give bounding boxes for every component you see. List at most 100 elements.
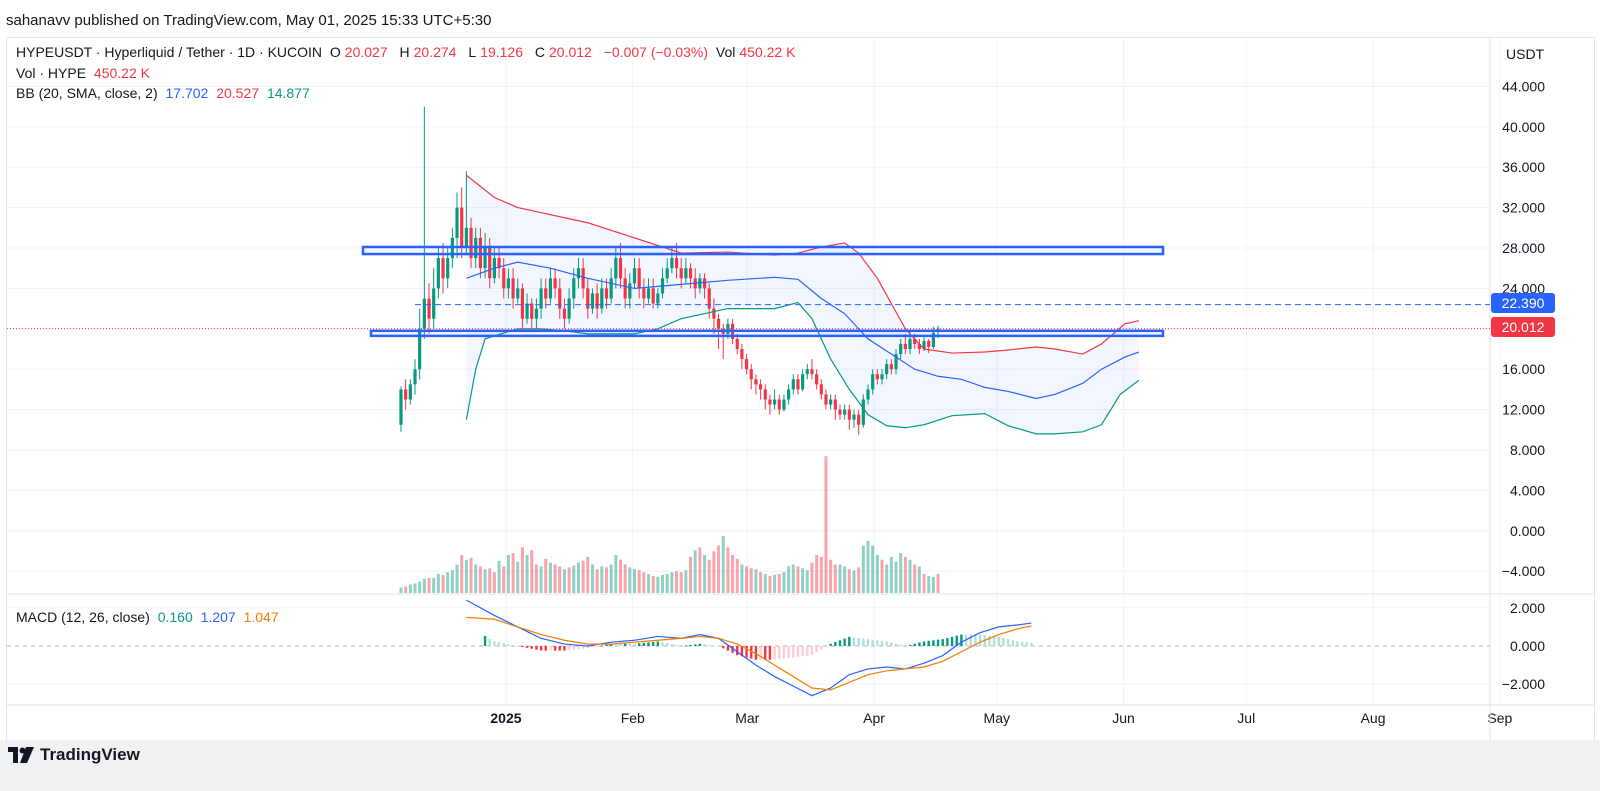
- volume-bar: [875, 555, 879, 593]
- volume-bar: [525, 555, 529, 593]
- candle-body: [712, 308, 716, 319]
- candle-body: [903, 343, 907, 349]
- candle-body: [609, 278, 613, 299]
- tradingview-logo[interactable]: TradingView: [8, 745, 140, 765]
- volume-bar: [534, 564, 538, 593]
- volume-bar: [871, 545, 875, 593]
- candle-body: [716, 318, 721, 329]
- volume-bar: [908, 559, 912, 593]
- candle-body: [646, 288, 651, 299]
- currency-label[interactable]: USDT: [1506, 46, 1545, 62]
- volume-indicator-label[interactable]: Vol · HYPE: [16, 65, 87, 81]
- volume-bar: [852, 570, 856, 593]
- volume-bar: [824, 456, 828, 593]
- time-axis-label: Mar: [735, 710, 759, 726]
- volume-bar: [432, 577, 436, 593]
- macd-histogram-bar: [717, 646, 720, 647]
- macd-histogram-bar: [740, 646, 744, 657]
- macd-histogram-bar: [810, 646, 814, 656]
- candle-body: [623, 278, 627, 299]
- volume-bar: [558, 566, 562, 593]
- open-value: 20.027: [344, 44, 388, 60]
- macd-histogram-bar: [876, 640, 879, 646]
- bb-lower-line: [465, 301, 1140, 435]
- macd-histogram-bar: [969, 634, 972, 646]
- volume-legend: Vol · HYPE 450.22 K: [16, 65, 154, 81]
- candle-body: [838, 409, 842, 415]
- macd-histogram-bar: [595, 646, 599, 647]
- price-axis-label: 24.000: [1502, 280, 1545, 296]
- macd-histogram-bar: [619, 643, 622, 646]
- macd-histogram-bar: [932, 640, 935, 646]
- macd-histogram-bar: [586, 646, 589, 649]
- macd-histogram-bar: [1006, 639, 1010, 646]
- volume-bar: [590, 564, 594, 593]
- bb-indicator-label[interactable]: BB (20, SMA, close, 2): [16, 85, 158, 101]
- candle-body: [913, 338, 917, 344]
- volume-bar: [483, 569, 487, 593]
- candle-body: [740, 349, 744, 360]
- vol-value: 450.22 K: [739, 44, 796, 60]
- volume-bar: [815, 555, 819, 593]
- volume-bar: [469, 557, 473, 593]
- dashed-level-tag: 22.390: [1491, 293, 1555, 313]
- macd-histogram-bar: [689, 644, 692, 646]
- candle-body: [833, 399, 837, 410]
- macd-histogram-bar: [899, 644, 902, 646]
- volume-bar: [880, 559, 884, 593]
- candle-body: [488, 248, 492, 279]
- macd-histogram-bar: [567, 646, 571, 651]
- candle-body: [460, 207, 464, 248]
- candle-body: [927, 340, 931, 347]
- macd-histogram-bar: [637, 643, 641, 646]
- volume-bar: [787, 566, 791, 593]
- volume-bar: [488, 568, 492, 593]
- candle-body: [590, 293, 595, 309]
- volume-bar: [805, 570, 809, 593]
- macd-histogram-bar: [680, 646, 683, 647]
- brand-name: TradingView: [40, 745, 140, 764]
- macd-histogram-bar: [684, 645, 688, 647]
- candle-body: [408, 384, 412, 400]
- candle-body: [787, 389, 791, 400]
- candle-body: [815, 374, 819, 385]
- macd-histogram-bar: [544, 646, 547, 651]
- candle-body: [544, 288, 548, 299]
- macd-histogram-bar: [600, 645, 604, 647]
- volume-bar: [731, 555, 735, 593]
- volume-bar: [829, 559, 833, 593]
- candle-body: [511, 278, 515, 299]
- candle-body: [679, 268, 683, 279]
- macd-histogram-bar: [834, 641, 837, 646]
- bb-upper-value: 20.527: [216, 85, 260, 101]
- macd-histogram-bar: [726, 646, 730, 651]
- macd-histogram-bar: [843, 638, 846, 646]
- macd-line-value: 1.207: [200, 609, 236, 625]
- volume-bar: [773, 574, 777, 593]
- symbol-name[interactable]: HYPEUSDT · Hyperliquid / Tether · 1D · K…: [16, 44, 323, 60]
- macd-axis-label: 2.000: [1510, 600, 1545, 616]
- volume-bar: [707, 559, 711, 593]
- macd-histogram-bar: [885, 641, 888, 646]
- candle-body: [422, 298, 426, 329]
- macd-histogram-bar: [614, 643, 618, 646]
- macd-histogram-bar: [493, 641, 496, 646]
- macd-histogram-bar: [862, 638, 865, 646]
- candle-body: [674, 258, 679, 269]
- macd-histogram-bar: [764, 646, 767, 660]
- macd-histogram-bar: [806, 646, 809, 656]
- macd-indicator-label[interactable]: MACD (12, 26, close): [16, 609, 150, 625]
- price-axis-label: −4.000: [1502, 563, 1545, 579]
- candle-body: [735, 338, 739, 349]
- candle-body: [894, 354, 898, 370]
- macd-histogram-bar: [694, 644, 697, 646]
- volume-bar: [759, 572, 763, 593]
- volume-bar: [843, 566, 847, 593]
- candle-body: [843, 409, 847, 415]
- volume-bar: [474, 564, 478, 593]
- volume-bar: [446, 572, 450, 593]
- candle-body: [829, 399, 833, 405]
- volume-bar: [675, 571, 679, 593]
- candle-body: [418, 328, 422, 370]
